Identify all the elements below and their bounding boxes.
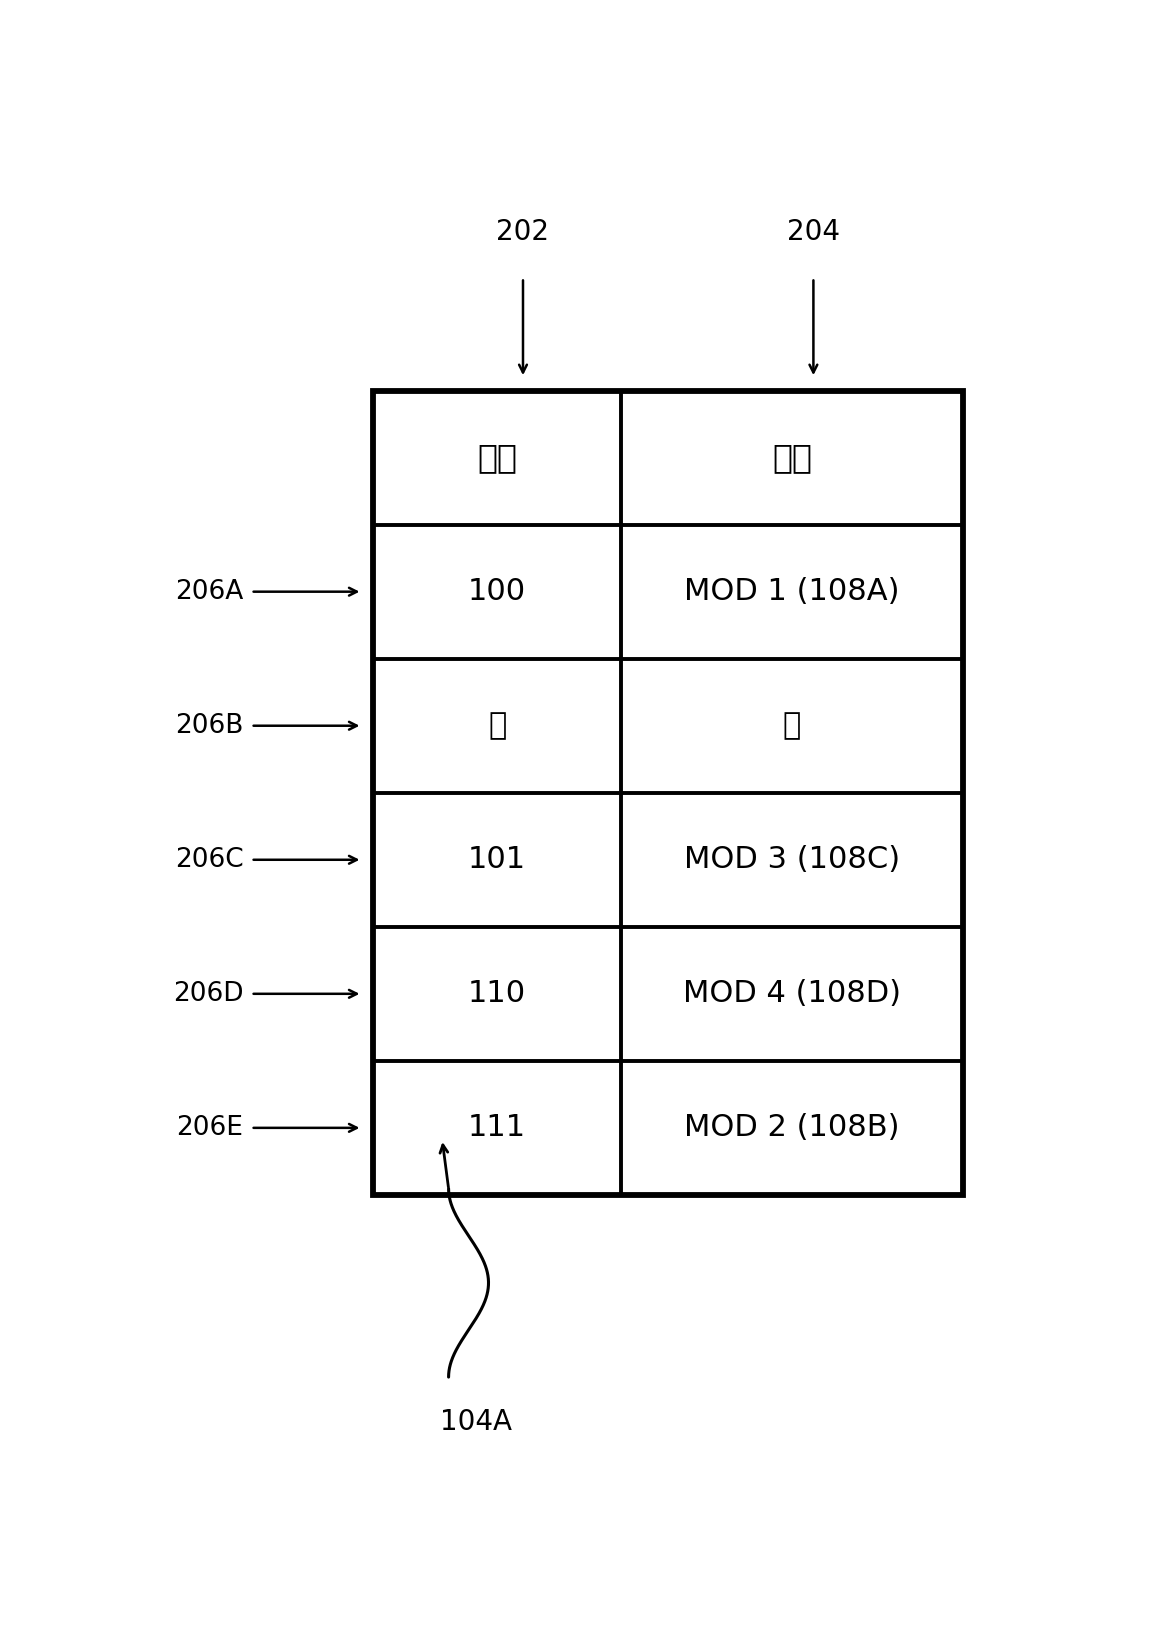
Text: 101: 101 <box>468 845 526 875</box>
Text: MOD 2 (108B): MOD 2 (108B) <box>684 1113 899 1142</box>
Text: 地址: 地址 <box>477 441 518 475</box>
Text: 模块: 模块 <box>772 441 812 475</box>
Text: 206E: 206E <box>177 1115 244 1141</box>
Bar <box>374 390 964 1195</box>
Text: 111: 111 <box>468 1113 526 1142</box>
Text: 206B: 206B <box>176 713 244 739</box>
Text: 206D: 206D <box>173 981 244 1007</box>
Text: 100: 100 <box>468 578 526 605</box>
Text: MOD 4 (108D): MOD 4 (108D) <box>683 979 900 1009</box>
Text: 202: 202 <box>497 219 549 246</box>
Text: MOD 1 (108A): MOD 1 (108A) <box>684 578 899 605</box>
Text: 206A: 206A <box>176 579 244 605</box>
Text: 104A: 104A <box>440 1408 512 1436</box>
Text: 空: 空 <box>488 712 506 741</box>
Text: 空: 空 <box>783 712 801 741</box>
Text: 206C: 206C <box>174 847 244 873</box>
Text: 204: 204 <box>787 219 840 246</box>
Text: MOD 3 (108C): MOD 3 (108C) <box>684 845 900 875</box>
Text: 110: 110 <box>468 979 526 1009</box>
